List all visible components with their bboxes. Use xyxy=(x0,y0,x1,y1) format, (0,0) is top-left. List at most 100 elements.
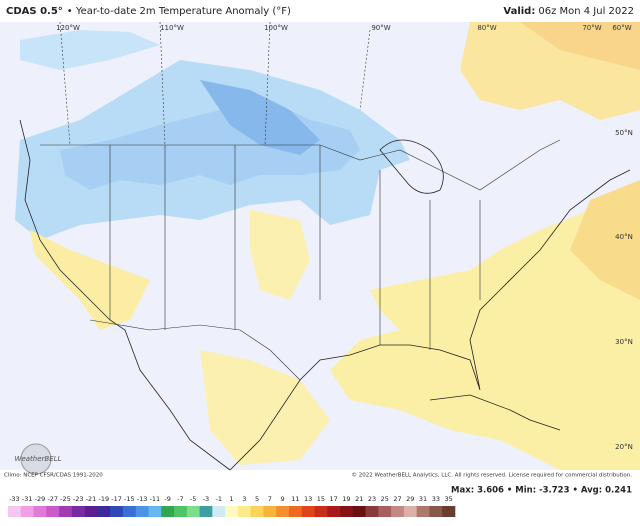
lon-label: 60°W xyxy=(612,24,631,32)
colorbar-label: 5 xyxy=(255,495,259,503)
lon-label: 90°W xyxy=(371,24,390,32)
colorbar-swatch xyxy=(33,506,47,517)
cool-anomaly xyxy=(20,30,160,70)
colorbar-swatch xyxy=(174,506,188,517)
colorbar-swatch xyxy=(429,506,443,517)
valid-label: Valid: xyxy=(503,6,535,17)
colorbar-swatch xyxy=(148,506,162,517)
lon-label: 120°W xyxy=(56,24,80,32)
colorbar-swatch xyxy=(442,506,456,517)
colorbar-label: -9 xyxy=(164,495,170,503)
header-title: CDAS 0.5° • Year-to-date 2m Temperature A… xyxy=(6,6,291,17)
stats: Max: 3.606 • Min: -3.723 • Avg: 0.241 xyxy=(451,486,632,496)
logo: WeatherBELL xyxy=(15,455,62,463)
colorbar-label: 25 xyxy=(381,495,389,503)
colorbar-swatch xyxy=(250,506,264,517)
colorbar-swatch xyxy=(135,506,149,517)
colorbar-swatch xyxy=(8,506,22,517)
colorbar-swatch xyxy=(340,506,354,517)
colorbar-label: 35 xyxy=(444,495,452,503)
lat-label: 20°N xyxy=(615,443,633,451)
colorbar-swatch xyxy=(352,506,366,517)
graticule-labels: 120°W 110°W 100°W 90°W 80°W 70°W 60°W 50°N 40°N 3… xyxy=(56,24,633,451)
colorbar-label: -29 xyxy=(35,495,46,503)
colorbar-swatch xyxy=(71,506,85,517)
warm-anomaly-strong xyxy=(570,180,640,300)
colorbar-label: 33 xyxy=(432,495,440,503)
colorbar-swatch xyxy=(327,506,341,517)
colorbar-label: -5 xyxy=(190,495,196,503)
climo-note: Climo: NCEP CFSR/CDAS 1991-2020 xyxy=(4,473,103,479)
colorbar-label: 3 xyxy=(242,495,246,503)
cool-anomaly-strong xyxy=(200,80,320,155)
lat-label: 40°N xyxy=(615,233,633,241)
colorbar-label: 1 xyxy=(229,495,233,503)
colorbar-label: -3 xyxy=(203,495,209,503)
colorbar-swatch xyxy=(416,506,430,517)
colorbar-swatch xyxy=(237,506,251,517)
colorbar-label: 17 xyxy=(330,495,338,503)
colorbar-label: 9 xyxy=(281,495,285,503)
lon-label: 70°W xyxy=(582,24,601,32)
header-bar xyxy=(0,0,640,22)
colorbar-label: -33 xyxy=(9,495,20,503)
cuba xyxy=(429,394,561,431)
colorbar-label: 19 xyxy=(342,495,350,503)
colorbar-swatch xyxy=(365,506,379,517)
warm-anomaly-strong xyxy=(520,22,640,70)
warm-anomaly xyxy=(330,190,640,470)
us-mexico-border xyxy=(89,319,301,381)
province-lines xyxy=(59,21,371,146)
west-coast xyxy=(19,119,231,471)
colorbar-swatch xyxy=(110,506,124,517)
logo-globe xyxy=(20,443,52,475)
colorbar-label: -19 xyxy=(98,495,109,503)
colorbar-label: -7 xyxy=(177,495,183,503)
lon-label: 100°W xyxy=(264,24,288,32)
colorbar-label: 29 xyxy=(406,495,414,503)
warm-anomaly xyxy=(30,230,150,330)
colorbar-swatch xyxy=(378,506,392,517)
colorbar-label: -27 xyxy=(47,495,58,503)
colorbar-swatch xyxy=(263,506,277,517)
gulf-atlantic-coast xyxy=(229,169,631,471)
colorbar-label: 23 xyxy=(368,495,376,503)
warm-anomaly xyxy=(250,210,310,300)
colorbar: -33 -31 -29 -27 -25 -23 -21 -19 -17 -15 -13 -11 -9 -7… xyxy=(8,495,456,517)
colorbar-label: 21 xyxy=(355,495,363,503)
colorbar-swatch xyxy=(59,506,73,517)
colorbar-swatch xyxy=(84,506,98,517)
model-name: CDAS 0.5° xyxy=(6,6,63,17)
lon-label: 110°W xyxy=(160,24,184,32)
lat-label: 30°N xyxy=(615,338,633,346)
valid-value: 06z Mon 4 Jul 2022 xyxy=(538,6,634,17)
valid-time: Valid: 06z Mon 4 Jul 2022 xyxy=(503,6,634,17)
colorbar-label: -31 xyxy=(22,495,33,503)
colorbar-label: -13 xyxy=(137,495,148,503)
colorbar-label: 13 xyxy=(304,495,312,503)
colorbar-swatch xyxy=(225,506,239,517)
colorbar-label: -11 xyxy=(150,495,161,503)
colorbar-swatch xyxy=(301,506,315,517)
colorbar-label: -17 xyxy=(111,495,122,503)
colorbar-label: -1 xyxy=(215,495,221,503)
colorbar-label: 15 xyxy=(317,495,325,503)
copyright: © 2022 WeatherBELL Analytics, LLC. All r… xyxy=(352,472,633,479)
warm-anomaly xyxy=(200,350,330,465)
colorbar-swatch xyxy=(276,506,290,517)
colorbar-swatch xyxy=(161,506,175,517)
colorbar-swatch xyxy=(199,506,213,517)
lon-label: 80°W xyxy=(477,24,496,32)
colorbar-label: 11 xyxy=(291,495,299,503)
colorbar-label: -15 xyxy=(124,495,135,503)
colorbar-swatch xyxy=(122,506,137,517)
colorbar-swatch xyxy=(391,506,405,517)
colorbar-swatch xyxy=(314,506,328,517)
colorbar-label: 7 xyxy=(268,495,272,503)
colorbar-swatch xyxy=(46,506,60,517)
colorbar-swatch xyxy=(97,506,111,517)
colorbar-label: 31 xyxy=(419,495,427,503)
us-canada-border xyxy=(40,139,561,191)
